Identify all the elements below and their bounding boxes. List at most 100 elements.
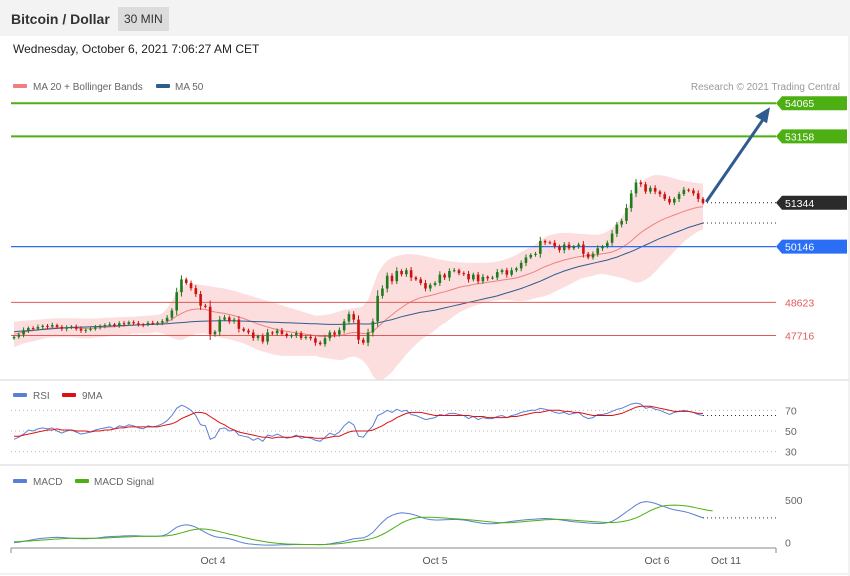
macd-line [13,501,704,546]
legend-ma50-label: MA 50 [175,82,204,93]
candle-body [141,324,145,326]
candle-body [658,191,662,195]
level-tag-50146 [776,239,847,254]
candle-body [161,321,164,323]
candle-body [12,336,16,339]
candle-body [424,283,427,289]
candle-body [113,324,116,326]
candle-body [22,330,25,335]
candle-body [615,224,619,234]
level-tag-54065 [776,96,847,111]
candle-body [515,268,518,271]
candle-body [510,270,513,275]
candle-body [165,317,169,322]
candle-body [419,279,423,284]
candle-body [60,326,64,329]
candle-body [539,240,542,254]
candle-body [428,284,432,289]
candle-body [333,332,336,335]
candle-body [242,328,245,331]
datetime-label: Wednesday, October 6, 2021 7:06:27 AM CE… [13,42,260,56]
time-tick-label: Oct 11 [711,555,741,567]
candle-body [184,279,188,284]
candle-body [347,314,351,322]
candle-body [357,319,360,340]
candle-body [266,332,269,342]
rsi-line [13,402,704,442]
time-tick-label: Oct 5 [422,555,447,567]
candle-body [534,253,537,255]
candle-body [70,326,73,328]
macd-signal-line [13,504,713,545]
candle-body [486,276,489,279]
candle-body [644,184,647,192]
candle-body [467,273,470,280]
timeframe-button[interactable]: 30 MIN [118,7,169,31]
candle-body [376,295,379,322]
candle-body [448,270,451,278]
candle-body [251,332,255,338]
candle-body [696,193,700,199]
level-tag-53158 [776,129,847,144]
candle-body [55,325,59,327]
candle-body [127,322,131,325]
candle-body [180,279,183,293]
candle-body [352,314,356,320]
candle-body [98,325,102,328]
legend-swatch-macd [13,479,27,483]
candle-body [481,276,485,282]
legend-macd-label: MACD [33,477,62,488]
rsi-ma-line [14,405,703,439]
candle-body [342,321,346,331]
macd-panel: MACD MACD Signal 500 0 [13,477,803,550]
candle-body [701,198,705,203]
candle-body [17,334,21,337]
candle-body [562,244,566,251]
candle-body [639,182,643,185]
candle-body [151,322,155,324]
candle-body [79,328,83,331]
time-tick-label: Oct 4 [200,555,225,567]
level-tag-51344 [776,195,847,210]
legend-bollinger-label: MA 20 + Bollinger Bands [33,82,143,93]
candle-body [409,270,413,278]
candle-body [462,273,466,275]
candle-body [132,322,135,324]
candle-body [237,319,241,329]
candle-body [199,294,202,306]
candle-body [524,257,528,263]
level-label-54065: 54065 [785,98,814,110]
candle-body [596,248,600,254]
candle-body [74,326,78,329]
candle-body [366,332,370,343]
candle-body [218,319,222,332]
legend-swatch-macd-signal [75,479,89,483]
candle-body [668,198,671,203]
candle-body [443,274,446,278]
candle-body [27,328,30,331]
candle-body [275,330,279,334]
candle-body [653,187,657,192]
candle-body [89,328,92,330]
candle-body [629,193,633,209]
candle-body [414,277,418,280]
candle-body [491,277,494,279]
candle-body [692,190,695,194]
candle-body [204,305,207,307]
candle-body [558,246,561,251]
candle-body [50,325,54,327]
candle-body [567,244,571,249]
candle-body [395,270,399,282]
candle-body [649,187,652,192]
time-axis: Oct 4 Oct 5 Oct 6 Oct 11 [10,547,777,567]
candle-body [529,254,533,258]
legend-swatch-ma50 [156,84,170,88]
level-label-48623: 48623 [785,297,814,309]
candle-body [438,274,442,284]
candle-body [117,323,121,326]
candle-body [457,270,461,274]
candle-body [247,330,250,333]
candle-body [390,275,394,282]
legend-swatch-rsi-ma [62,393,76,397]
candle-body [452,270,456,272]
